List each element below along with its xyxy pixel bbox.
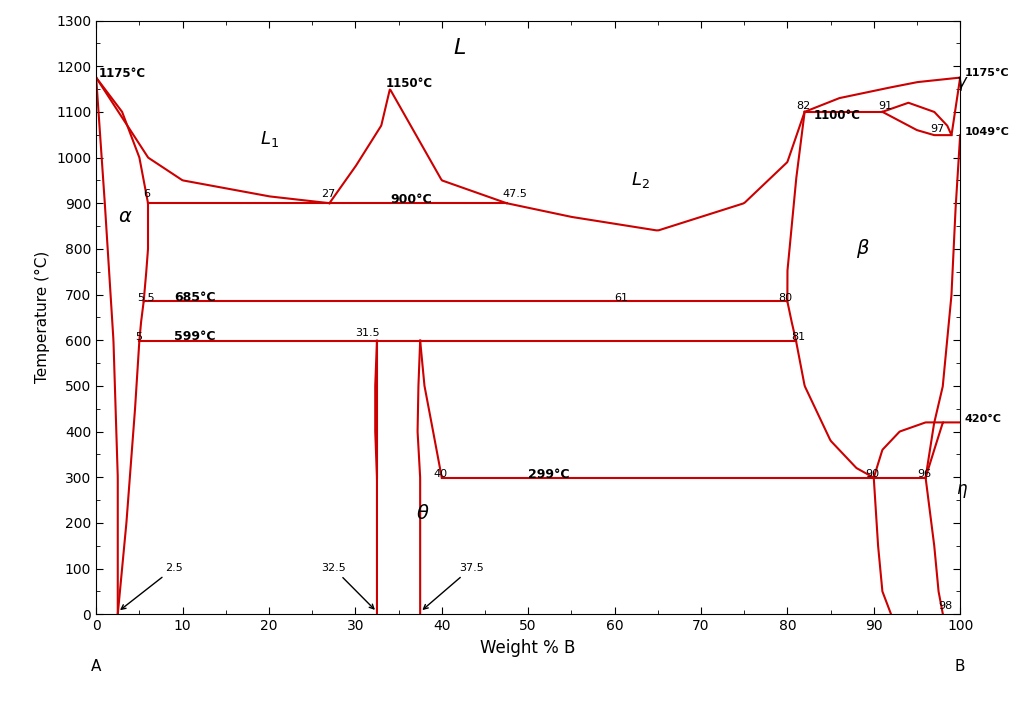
Text: 47.5: 47.5 [502, 189, 527, 199]
Text: 98: 98 [939, 601, 952, 611]
Text: 40: 40 [433, 469, 447, 479]
Text: 91: 91 [878, 101, 892, 111]
Text: 1175°C: 1175°C [98, 66, 145, 79]
Text: 685°C: 685°C [174, 291, 215, 304]
Text: 5.5: 5.5 [137, 292, 156, 303]
Text: 6: 6 [143, 189, 151, 199]
Text: $L_1$: $L_1$ [259, 129, 279, 149]
Text: $\theta$: $\theta$ [416, 504, 429, 523]
Text: B: B [955, 659, 966, 674]
X-axis label: Weight % B: Weight % B [480, 639, 575, 656]
Text: $L$: $L$ [453, 38, 466, 58]
Text: 61: 61 [614, 292, 629, 303]
Text: 1175°C: 1175°C [965, 68, 1009, 78]
Text: A: A [91, 659, 101, 674]
Text: 96: 96 [916, 469, 931, 479]
Text: 1150°C: 1150°C [386, 77, 433, 90]
Text: 37.5: 37.5 [424, 563, 483, 609]
Text: 81: 81 [792, 332, 806, 342]
Y-axis label: Temperature (°C): Temperature (°C) [36, 251, 50, 383]
Text: $L_2$: $L_2$ [631, 170, 650, 191]
Text: $\beta$: $\beta$ [856, 238, 870, 261]
Text: 97: 97 [930, 123, 944, 134]
Text: 31.5: 31.5 [355, 329, 380, 339]
Text: 900°C: 900°C [390, 193, 431, 206]
Text: $\alpha$: $\alpha$ [118, 207, 132, 227]
Text: 82: 82 [796, 101, 810, 111]
Text: $\gamma$: $\gamma$ [955, 75, 969, 93]
Text: 32.5: 32.5 [321, 563, 374, 609]
Text: 5: 5 [135, 332, 142, 342]
Text: $\eta$: $\eta$ [955, 482, 968, 500]
Text: 80: 80 [778, 292, 793, 303]
Text: 90: 90 [865, 469, 880, 479]
Text: 1049°C: 1049°C [965, 127, 1010, 137]
Text: 599°C: 599°C [174, 331, 215, 344]
Text: 1100°C: 1100°C [813, 108, 860, 121]
Text: 299°C: 299°C [528, 468, 569, 481]
Text: 27: 27 [321, 189, 335, 199]
Text: 420°C: 420°C [965, 414, 1001, 425]
Text: 2.5: 2.5 [121, 563, 183, 609]
